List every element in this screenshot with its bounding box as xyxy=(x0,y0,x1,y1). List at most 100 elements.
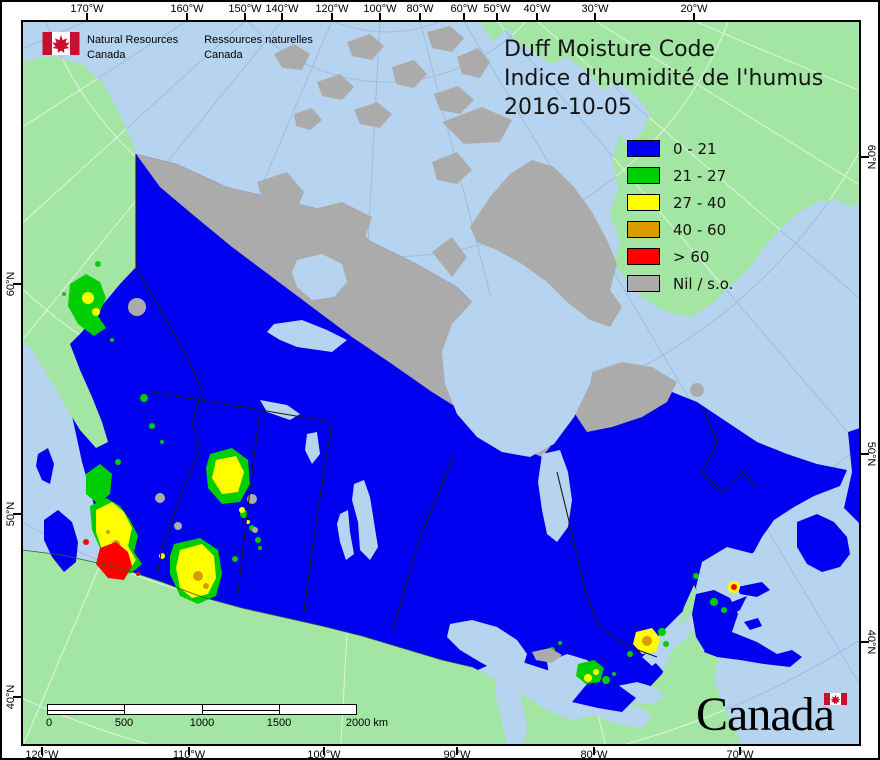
lat-label: 50°N xyxy=(5,501,17,527)
greenland-land xyxy=(480,22,859,317)
tick xyxy=(861,453,869,455)
tick xyxy=(739,747,741,755)
legend-swatch-yellow xyxy=(627,194,660,211)
tick xyxy=(13,283,21,285)
lon-label: 30°W xyxy=(581,3,609,15)
tick xyxy=(13,513,21,515)
legend-swatch-orange xyxy=(627,221,660,238)
political-borders xyxy=(135,154,758,658)
tick xyxy=(456,747,458,755)
legend-item: 27 - 40 xyxy=(627,189,733,216)
lon-label: 110°W xyxy=(172,749,206,760)
lat-label: 40°N xyxy=(5,684,17,710)
scale-segment xyxy=(202,705,280,714)
tick xyxy=(419,13,421,21)
legend-swatch-red xyxy=(627,248,660,265)
wordmark-flag-icon xyxy=(824,693,847,705)
header-fr-line2: Canada xyxy=(204,49,243,61)
nrcan-header: Natural Resources Canada Ressources natu… xyxy=(42,32,339,63)
lon-label: 160°W xyxy=(170,3,204,15)
header-text-en: Natural Resources Canada xyxy=(87,33,178,63)
map-frame xyxy=(21,20,861,746)
legend-swatch-green xyxy=(627,167,660,184)
lon-label: 100°W xyxy=(307,749,341,760)
scale-label: 500 xyxy=(114,717,134,729)
lon-label: 40°W xyxy=(523,3,551,15)
legend-item: 0 - 21 xyxy=(627,135,733,162)
map-canvas xyxy=(23,22,859,744)
legend-label: Nil / s.o. xyxy=(673,274,734,293)
map-title: Duff Moisture Code Indice d'humidité de … xyxy=(504,35,823,122)
lon-label: 100°W xyxy=(363,3,397,15)
tick xyxy=(86,13,88,21)
title-line2: Indice d'humidité de l'humus xyxy=(504,66,824,91)
tick xyxy=(41,747,43,755)
scale-bar-graphic xyxy=(47,704,357,715)
us-border-line xyxy=(23,549,473,668)
legend-swatch-blue xyxy=(627,140,660,157)
tick xyxy=(379,13,381,21)
nil-dots xyxy=(128,298,562,663)
legend-label: 27 - 40 xyxy=(673,193,727,212)
lon-label: 20°W xyxy=(680,3,708,15)
scale-label: 1500 xyxy=(266,717,292,729)
tick xyxy=(861,156,869,158)
lat-label: 60°N xyxy=(5,271,17,297)
lon-label: 90°W xyxy=(443,749,471,760)
legend-label: > 60 xyxy=(673,247,710,266)
tick xyxy=(861,641,869,643)
tick xyxy=(331,13,333,21)
tick xyxy=(281,13,283,21)
scale-label: 0 xyxy=(45,717,53,729)
tick xyxy=(594,13,596,21)
tick xyxy=(244,13,246,21)
lon-label: 60°W xyxy=(450,3,478,15)
title-line1: Duff Moisture Code xyxy=(504,37,716,62)
canada-wordmark: Canada xyxy=(696,691,847,739)
lon-label: 80°W xyxy=(406,3,434,15)
header-text-fr: Ressources naturelles Canada xyxy=(204,33,313,63)
lon-label: 120°W xyxy=(315,3,349,15)
title-date: 2016-10-05 xyxy=(504,95,632,120)
lon-label: 50°W xyxy=(483,3,511,15)
tick xyxy=(593,747,595,755)
tick xyxy=(496,13,498,21)
tick xyxy=(188,747,190,755)
legend-swatch-gray xyxy=(627,275,660,292)
legend-item: > 60 xyxy=(627,243,733,270)
lon-label: 120°W xyxy=(25,749,59,760)
tick xyxy=(13,696,21,698)
scale-segment xyxy=(125,705,203,714)
scale-segment xyxy=(48,705,126,714)
scale-segment xyxy=(280,705,356,714)
wordmark-text: Canada xyxy=(696,688,835,741)
tick xyxy=(186,13,188,21)
lon-label: 70°W xyxy=(726,749,754,760)
lon-label: 140°W xyxy=(265,3,299,15)
alaska-land xyxy=(23,56,136,448)
tick xyxy=(536,13,538,21)
scale-bar: 0 500 1000 1500 2000 km xyxy=(45,704,388,731)
lon-label: 150°W xyxy=(228,3,262,15)
canada-mainland xyxy=(66,154,859,702)
lat-label: 50°N xyxy=(865,441,877,467)
tick xyxy=(463,13,465,21)
lon-label: 80°W xyxy=(580,749,608,760)
legend-item: Nil / s.o. xyxy=(627,270,733,297)
scale-label: 1000 xyxy=(189,717,215,729)
legend-item: 21 - 27 xyxy=(627,162,733,189)
lon-label: 170°W xyxy=(70,3,104,15)
legend: 0 - 21 21 - 27 27 - 40 40 - 60 > 60 Nil … xyxy=(627,135,733,297)
lat-label: 40°N xyxy=(865,629,877,655)
header-en-line2: Canada xyxy=(87,49,126,61)
scale-label: 2000 km xyxy=(345,717,389,729)
tick xyxy=(323,747,325,755)
header-en-line1: Natural Resources xyxy=(87,34,179,46)
scale-labels: 0 500 1000 1500 2000 km xyxy=(45,717,388,731)
legend-label: 40 - 60 xyxy=(673,220,727,239)
legend-label: 0 - 21 xyxy=(673,139,717,158)
lat-label: 60°N xyxy=(865,144,877,170)
legend-label: 21 - 27 xyxy=(673,166,727,185)
header-fr-line1: Ressources naturelles xyxy=(204,34,313,46)
